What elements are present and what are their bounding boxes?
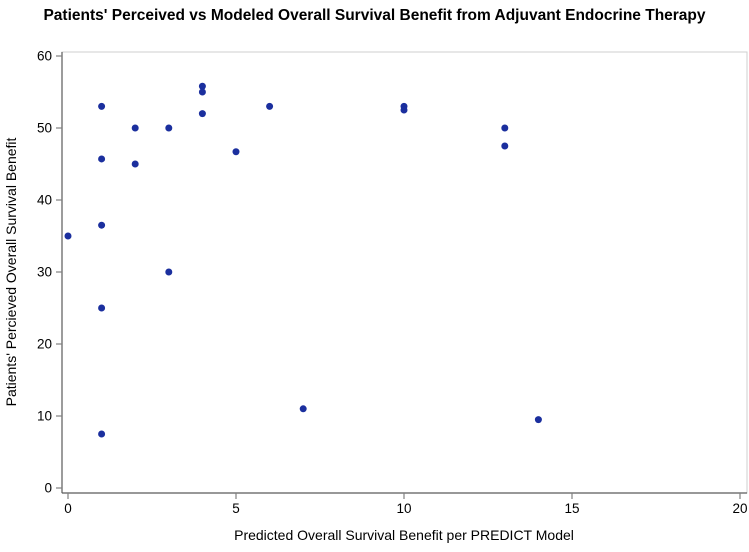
data-point	[232, 148, 240, 156]
data-point	[98, 430, 106, 438]
x-tick-label: 5	[232, 501, 240, 516]
x-axis-label: Predicted Overall Survival Benefit per P…	[234, 527, 574, 543]
x-tick-label: 15	[564, 501, 579, 516]
data-point	[198, 88, 206, 96]
y-tick-label: 0	[44, 481, 52, 496]
data-point	[534, 416, 542, 424]
data-point	[64, 232, 72, 240]
chart-title: Patients' Perceived vs Modeled Overall S…	[0, 6, 749, 26]
y-tick-label: 40	[37, 193, 52, 208]
data-point	[131, 124, 139, 132]
y-tick-label: 50	[37, 121, 52, 136]
y-tick-label: 30	[37, 265, 52, 280]
y-tick-label: 10	[37, 409, 52, 424]
x-tick-label: 0	[64, 501, 72, 516]
data-point	[198, 82, 206, 90]
data-point	[165, 268, 173, 276]
y-tick-label: 20	[37, 337, 52, 352]
data-point	[299, 405, 307, 413]
data-point	[98, 155, 106, 163]
y-axis-label: Patients' Percieved Overall Survival Ben…	[3, 137, 19, 406]
data-point	[98, 102, 106, 110]
plot-frame	[61, 51, 748, 494]
data-point	[98, 221, 106, 229]
ticks-and-points: 0 5 10 15 20 0 10 20 30 40 50 60	[37, 49, 748, 517]
data-point	[400, 106, 408, 114]
data-point	[198, 110, 206, 118]
y-tick-label: 60	[37, 49, 52, 64]
data-point	[165, 124, 173, 132]
data-point	[131, 160, 139, 168]
data-point	[98, 304, 106, 312]
data-point	[501, 142, 509, 150]
chart-title-text: Patients' Perceived vs Modeled Overall S…	[43, 7, 706, 24]
data-point	[501, 124, 509, 132]
data-point	[266, 102, 274, 110]
x-tick-label: 10	[396, 501, 411, 516]
x-tick-label: 20	[732, 501, 747, 516]
